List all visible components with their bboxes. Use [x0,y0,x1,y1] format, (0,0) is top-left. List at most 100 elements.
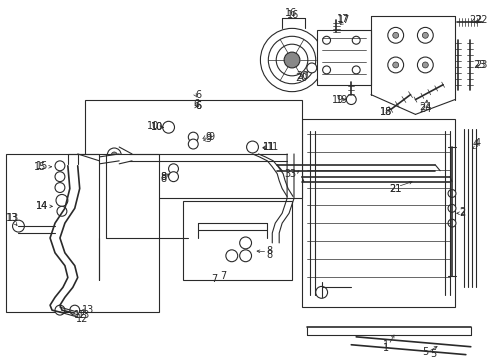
Text: 4: 4 [474,138,480,148]
Text: 22: 22 [474,15,487,26]
Circle shape [56,194,68,206]
Text: 12: 12 [73,310,86,320]
Text: 1: 1 [382,343,388,353]
Text: 21: 21 [389,184,401,194]
Circle shape [417,27,432,43]
Circle shape [306,63,316,73]
Text: 8: 8 [160,172,166,182]
Text: 4: 4 [472,139,478,149]
Text: 13: 13 [7,213,20,223]
Circle shape [246,141,258,153]
Text: 13: 13 [81,305,94,315]
Circle shape [163,121,174,133]
Text: 7: 7 [210,274,217,284]
Circle shape [351,36,360,44]
Text: 19: 19 [332,95,344,104]
Text: 13: 13 [78,310,90,320]
Text: 14: 14 [36,201,48,211]
Circle shape [239,237,251,249]
Text: 15: 15 [34,162,46,172]
Circle shape [168,172,178,182]
Circle shape [188,139,198,149]
Bar [301,119,454,307]
Text: 9: 9 [207,132,214,142]
Text: 1: 1 [382,340,388,350]
Circle shape [57,206,67,216]
Text: 22: 22 [468,15,481,26]
Text: 13: 13 [6,213,19,223]
Text: 16: 16 [285,8,297,18]
Circle shape [55,305,65,315]
Text: 18: 18 [379,107,391,117]
Text: 6: 6 [193,99,199,108]
Text: 6: 6 [195,102,201,112]
Circle shape [260,28,323,92]
Circle shape [315,287,327,298]
Circle shape [268,36,315,84]
Text: 11: 11 [263,142,275,152]
Text: 8: 8 [265,250,272,260]
Circle shape [447,189,455,197]
Circle shape [447,219,455,227]
Circle shape [322,66,330,74]
Circle shape [13,220,24,232]
Text: 2: 2 [459,208,465,218]
Text: 3: 3 [284,169,289,179]
Circle shape [387,27,403,43]
Text: 14: 14 [36,201,48,211]
Text: 5: 5 [429,348,435,359]
Text: 7: 7 [219,271,225,280]
Text: 9: 9 [204,134,211,144]
Text: 9: 9 [204,132,211,142]
Text: 8: 8 [265,246,272,256]
Text: 3: 3 [288,169,294,179]
Circle shape [351,66,360,74]
Circle shape [55,183,65,193]
Bar [316,30,370,85]
Text: 23: 23 [472,60,485,70]
Circle shape [239,250,251,262]
Circle shape [447,204,455,212]
Circle shape [107,148,121,162]
Circle shape [322,36,330,44]
Text: 15: 15 [36,161,48,171]
Text: 11: 11 [263,142,275,152]
Text: 5: 5 [421,347,427,357]
Circle shape [168,164,178,174]
Circle shape [392,62,398,68]
Text: 10: 10 [146,121,159,131]
Text: 20: 20 [296,71,308,81]
Text: 8: 8 [160,172,166,182]
Circle shape [284,52,299,68]
Text: 23: 23 [474,60,487,70]
Text: 20: 20 [295,73,307,83]
Text: 24: 24 [418,103,430,112]
Circle shape [387,57,403,73]
Text: 19: 19 [336,95,348,104]
Text: 21: 21 [389,184,401,194]
Bar [183,201,291,280]
Text: 10: 10 [150,122,163,132]
Circle shape [422,62,427,68]
Circle shape [225,250,237,262]
Text: 18: 18 [379,107,391,117]
Bar [84,100,301,198]
Text: 24: 24 [418,104,430,114]
Text: 17: 17 [338,15,350,26]
Circle shape [392,32,398,38]
Text: 12: 12 [75,314,88,324]
Text: 10: 10 [150,122,163,132]
Bar [6,154,159,312]
Circle shape [422,32,427,38]
Circle shape [70,305,80,315]
Text: 6: 6 [195,102,201,112]
Text: 11: 11 [266,142,279,152]
Text: 6: 6 [195,90,201,100]
Circle shape [346,95,355,104]
Circle shape [417,57,432,73]
Text: 8: 8 [160,174,166,184]
Circle shape [188,132,198,142]
Circle shape [276,44,307,76]
Circle shape [111,152,117,158]
Text: 17: 17 [337,14,349,24]
